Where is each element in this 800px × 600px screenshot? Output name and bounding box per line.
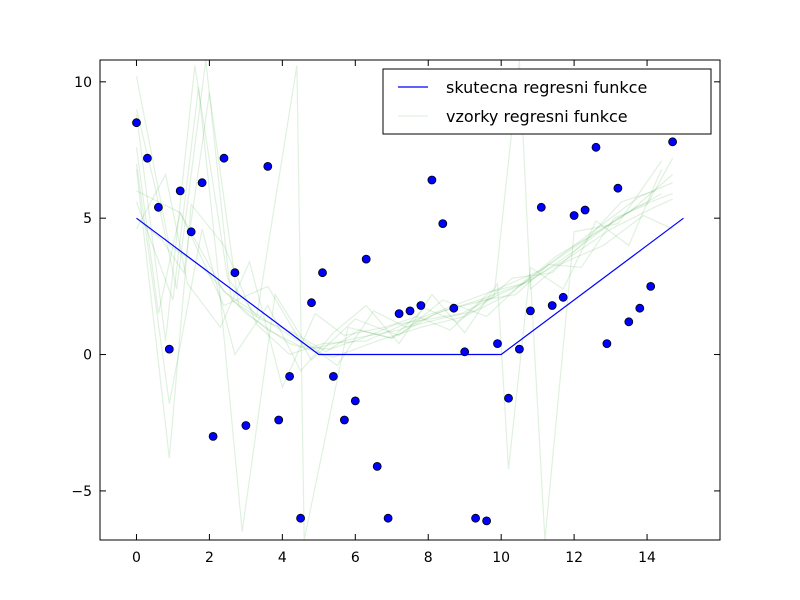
sample-function-line-9 <box>135 157 674 390</box>
legend: skutecna regresni funkce vzorky regresni… <box>382 68 712 135</box>
sample-function-line-1 <box>135 147 662 350</box>
data-point <box>285 371 295 381</box>
data-point <box>153 202 163 212</box>
data-point <box>142 153 152 163</box>
data-point <box>569 211 579 220</box>
data-point <box>427 175 437 185</box>
x-tick-label: 14 <box>638 550 656 566</box>
data-point <box>274 415 284 425</box>
data-point <box>526 306 535 316</box>
data-point <box>230 268 240 278</box>
x-tick-label: 10 <box>492 550 510 566</box>
data-point <box>132 118 141 128</box>
data-point <box>547 301 557 310</box>
y-tick-label: 10 <box>74 75 92 91</box>
sample-function-line-2 <box>135 169 673 459</box>
data-point <box>405 306 415 316</box>
y-tick-label: 0 <box>83 348 92 364</box>
data-point <box>208 431 218 441</box>
data-point <box>307 298 316 308</box>
data-point <box>460 347 470 357</box>
data-point <box>383 513 393 523</box>
legend-label-sample-functions: vzorky regresni funkce <box>446 107 628 126</box>
data-point <box>175 186 185 196</box>
data-point <box>482 516 492 526</box>
legend-box <box>382 68 712 135</box>
x-tick-label: 8 <box>424 550 433 566</box>
sample-function-line-7 <box>136 160 663 540</box>
sample-function-line-3 <box>135 87 673 532</box>
data-point <box>263 161 273 171</box>
y-tick-label: −5 <box>71 484 92 500</box>
data-point <box>591 142 601 152</box>
data-point <box>328 371 338 381</box>
data-point <box>493 339 502 349</box>
plot-frame <box>99 59 721 541</box>
data-point <box>372 461 382 471</box>
sample-function-line-6 <box>135 163 663 470</box>
data-points-layer <box>132 118 677 526</box>
plot-background <box>100 60 720 540</box>
data-point <box>197 178 207 188</box>
sample-function-line-4 <box>135 65 673 540</box>
axis-ticks: 0 2 4 6 8 10 12 14 −5 0 5 10 <box>71 60 720 566</box>
data-point <box>624 317 634 327</box>
data-point <box>504 393 513 403</box>
true-function-line <box>136 217 684 356</box>
data-point <box>219 153 229 163</box>
sample-function-line-0 <box>135 76 673 358</box>
legend-label-true-function: skutecna regresni funkce <box>446 78 647 97</box>
sample-function-line-5 <box>136 60 673 350</box>
x-tick-label: 6 <box>351 550 360 566</box>
x-tick-label: 12 <box>565 550 583 566</box>
data-point <box>241 421 251 430</box>
sample-function-line-8 <box>135 60 655 353</box>
x-tick-label: 0 <box>132 550 141 566</box>
data-point <box>438 219 448 229</box>
y-tick-label: 5 <box>83 211 92 227</box>
data-point <box>471 513 481 523</box>
data-point <box>449 303 459 313</box>
data-point <box>394 309 404 319</box>
data-point <box>515 344 524 354</box>
data-point <box>361 254 371 264</box>
data-point <box>635 303 645 313</box>
data-point <box>416 301 426 310</box>
data-point <box>350 396 360 406</box>
data-point <box>536 202 546 212</box>
data-point <box>558 292 568 302</box>
data-point <box>668 137 677 147</box>
data-point <box>580 205 590 215</box>
sample-functions-layer <box>135 60 674 540</box>
x-tick-label: 4 <box>278 550 287 566</box>
data-point <box>646 281 656 291</box>
data-point <box>613 183 623 193</box>
data-point <box>602 339 612 349</box>
data-point <box>186 227 196 237</box>
data-point <box>164 344 174 354</box>
data-point <box>339 415 349 425</box>
true-function-layer <box>136 217 684 356</box>
data-point <box>296 513 306 523</box>
data-point <box>318 268 327 278</box>
x-tick-label: 2 <box>205 550 214 566</box>
